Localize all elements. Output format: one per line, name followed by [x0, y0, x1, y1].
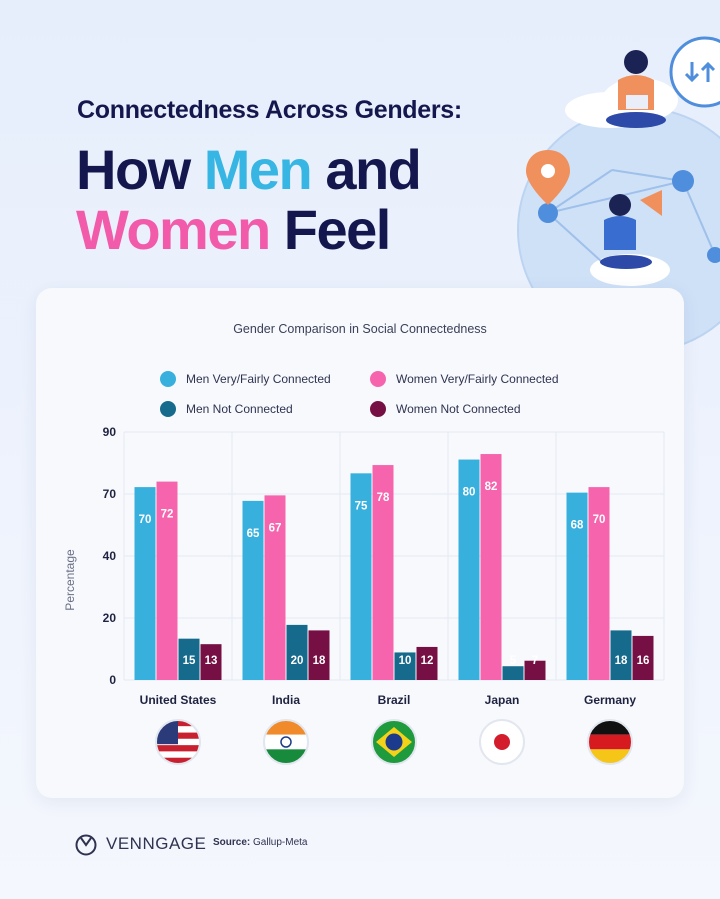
kicker-title: Connectedness Across Genders:	[77, 96, 462, 124]
chart-card	[36, 288, 684, 798]
legend-swatch	[370, 401, 386, 417]
legend-swatch	[160, 371, 176, 387]
source-label: Source:	[213, 837, 251, 848]
location-pin-icon	[526, 150, 570, 205]
venngage-logo: VENNGAGE	[74, 832, 206, 856]
man-with-megaphone-figure	[600, 190, 662, 269]
headline-women: Women	[76, 198, 271, 261]
source-value: Gallup-Meta	[253, 837, 308, 848]
venngage-logo-icon	[75, 834, 97, 856]
legend-item-men-connected: Men Very/Fairly Connected	[160, 371, 331, 387]
legend-swatch	[160, 401, 176, 417]
cloud-sync-icon	[669, 36, 720, 108]
legend-label: Men Very/Fairly Connected	[186, 372, 331, 386]
headline-and: and	[311, 138, 422, 201]
legend-item-men-not: Men Not Connected	[160, 401, 293, 417]
legend-label: Women Not Connected	[396, 402, 521, 416]
venngage-wordmark: VENNGAGE	[106, 834, 207, 853]
headline: How Men and Women Feel	[76, 138, 422, 261]
headline-men: Men	[203, 138, 313, 201]
legend-item-women-connected: Women Very/Fairly Connected	[370, 371, 559, 387]
legend-label: Men Not Connected	[186, 402, 293, 416]
legend-swatch	[370, 371, 386, 387]
legend-label: Women Very/Fairly Connected	[396, 372, 559, 386]
legend-item-women-not: Women Not Connected	[370, 401, 521, 417]
woman-with-laptop-figure	[606, 50, 666, 128]
chart-title: Gender Comparison in Social Connectednes…	[233, 322, 487, 336]
headline-feel: Feel	[269, 198, 392, 261]
source-credit: Source: Gallup-Meta	[213, 837, 307, 848]
headline-how: How	[76, 138, 204, 201]
